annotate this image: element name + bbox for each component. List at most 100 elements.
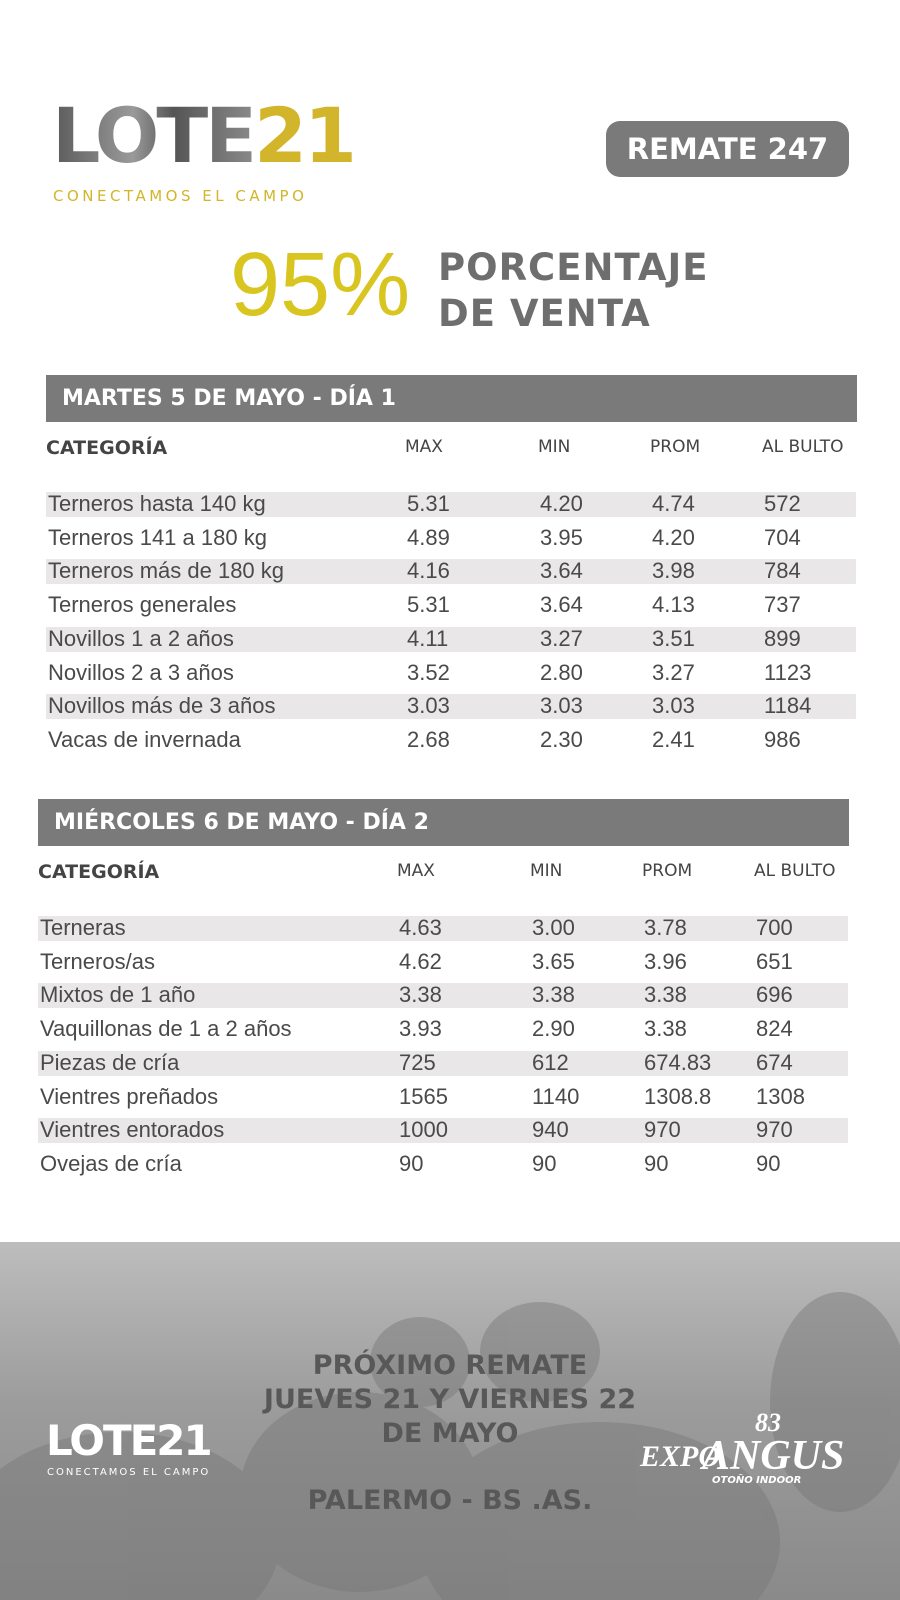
value-cell: 3.78 [644, 915, 687, 940]
value-cell: 4.74 [652, 491, 695, 516]
remate-badge: REMATE 247 [606, 121, 849, 177]
value-cell: 90 [756, 1150, 781, 1176]
value-cell: 3.03 [407, 693, 450, 719]
category-cell: Terneros generales [48, 592, 237, 618]
value-cell: 3.65 [532, 948, 575, 974]
value-cell: 90 [399, 1150, 424, 1176]
column-header: AL BULTO [762, 437, 844, 457]
place: PALERMO - BS .AS. [307, 1485, 593, 1516]
category-cell: Ovejas de cría [40, 1150, 182, 1176]
value-cell: 4.16 [407, 558, 450, 584]
category-cell: Vientres preñados [40, 1083, 219, 1109]
value-cell: 3.38 [532, 982, 575, 1008]
next-date: JUEVES 21 Y VIERNES 22 [263, 1384, 637, 1415]
value-cell: 1308 [756, 1083, 805, 1109]
row-stripe [46, 694, 856, 720]
day-header: MARTES 5 DE MAYO - DÍA 1 [46, 375, 857, 422]
expo-name: ANGUS [702, 1433, 845, 1479]
value-cell: 824 [756, 1016, 793, 1042]
value-cell: 940 [532, 1117, 569, 1143]
category-cell: Novillos 2 a 3 años [48, 659, 234, 685]
value-cell: 674 [756, 1049, 793, 1075]
expo-prefix: EXPO [640, 1440, 721, 1473]
row-stripe [38, 1118, 848, 1144]
value-cell: 3.95 [540, 524, 583, 550]
category-cell: Novillos 1 a 2 años [48, 625, 234, 651]
value-cell: 3.38 [399, 982, 442, 1008]
category-cell: Vacas de invernada [48, 726, 241, 752]
value-cell: 4.20 [652, 524, 695, 550]
percent-label: DE VENTA [438, 292, 651, 335]
value-cell: 2.30 [540, 726, 583, 752]
category-cell: Piezas de cría [40, 1049, 180, 1075]
category-cell: Vientres entorados [40, 1117, 225, 1143]
category-cell: Terneras [40, 915, 126, 940]
value-cell: 1308.8 [644, 1083, 712, 1109]
value-cell: 4.89 [407, 524, 450, 550]
row-stripe [38, 916, 848, 941]
category-cell: Terneros 141 a 180 kg [48, 524, 267, 550]
column-header: MIN [530, 861, 563, 881]
value-cell: 674.83 [644, 1049, 712, 1075]
value-cell: 3.27 [540, 625, 583, 651]
value-cell: 737 [764, 592, 801, 618]
value-cell: 3.98 [652, 558, 695, 584]
category-cell: Vaquillonas de 1 a 2 años [40, 1016, 292, 1042]
value-cell: 1565 [399, 1083, 448, 1109]
row-stripe [46, 559, 856, 585]
row-stripe [38, 983, 848, 1009]
cattle-silhouette [0, 1292, 900, 1600]
value-cell: 3.03 [652, 693, 695, 719]
value-cell: 3.96 [644, 948, 687, 974]
column-header: PROM [650, 437, 701, 457]
footer-logo: LOTE21 [46, 1416, 213, 1465]
value-cell: 899 [764, 625, 801, 651]
column-header: AL BULTO [754, 861, 836, 881]
value-cell: 3.93 [399, 1016, 442, 1042]
value-cell: 3.64 [540, 592, 583, 618]
value-cell: 2.80 [540, 659, 583, 685]
value-cell: 3.51 [652, 625, 695, 651]
value-cell: 784 [764, 558, 801, 584]
value-cell: 5.31 [407, 491, 450, 516]
value-cell: 986 [764, 726, 801, 752]
category-cell: Terneros/as [40, 948, 155, 974]
expo-sub: OTOÑO INDOOR [712, 1475, 802, 1486]
column-header: PROM [642, 861, 693, 881]
row-stripe [38, 1050, 848, 1076]
value-cell: 5.31 [407, 592, 450, 618]
column-header: CATEGORÍA [46, 437, 168, 459]
expo-number: 83 [755, 1408, 781, 1437]
value-cell: 90 [532, 1150, 557, 1176]
value-cell: 3.38 [644, 1016, 687, 1042]
day-header: MIÉRCOLES 6 DE MAYO - DÍA 2 [38, 799, 849, 846]
value-cell: 4.63 [399, 915, 442, 940]
next-date: DE MAYO [381, 1418, 519, 1449]
value-cell: 3.38 [644, 982, 687, 1008]
column-header: MIN [538, 437, 571, 457]
footer-tagline: CONECTAMOS EL CAMPO [47, 1467, 211, 1478]
column-header: CATEGORÍA [38, 861, 160, 883]
value-cell: 1184 [764, 693, 812, 719]
value-cell: 3.52 [407, 659, 450, 685]
category-cell: Mixtos de 1 año [40, 982, 196, 1008]
value-cell: 4.11 [407, 625, 449, 651]
value-cell: 700 [756, 915, 793, 940]
value-cell: 3.64 [540, 558, 583, 584]
value-cell: 651 [756, 948, 793, 974]
value-cell: 704 [764, 524, 801, 550]
value-cell: 572 [764, 491, 801, 516]
value-cell: 3.03 [540, 693, 583, 719]
percent: 95% [230, 235, 411, 335]
category-cell: Terneros más de 180 kg [48, 558, 285, 584]
percent-label: PORCENTAJE [438, 246, 709, 289]
value-cell: 3.00 [532, 915, 575, 940]
value-cell: 970 [644, 1117, 681, 1143]
value-cell: 2.68 [407, 726, 450, 752]
value-cell: 1140 [532, 1083, 580, 1109]
value-cell: 3.27 [652, 659, 695, 685]
value-cell: 612 [532, 1049, 569, 1075]
row-stripe [46, 492, 856, 517]
value-cell: 2.90 [532, 1016, 575, 1042]
